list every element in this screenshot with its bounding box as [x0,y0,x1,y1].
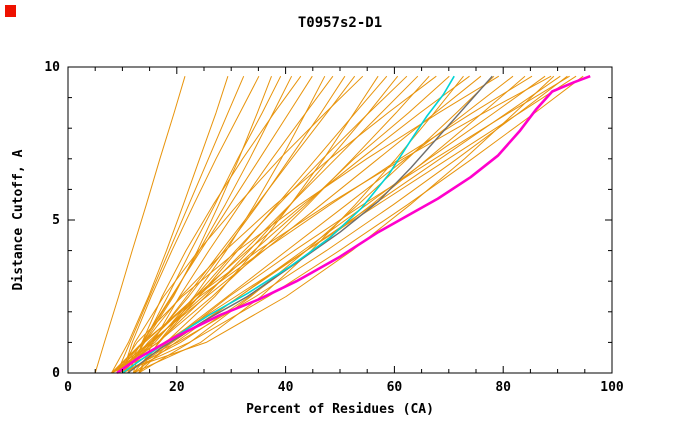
x-tick-label: 40 [278,380,294,395]
curve-model-2 [111,76,229,374]
curve-model-14 [121,75,364,374]
curve-model-18 [138,75,408,374]
x-axis-label: Percent of Residues (CA) [246,402,434,417]
x-tick-label: 80 [495,380,511,395]
curve-model-21 [127,75,437,374]
curve-model-37 [116,75,577,374]
curve-model-27 [116,75,500,374]
curve-model-1 [94,76,186,374]
axis-ticks [67,66,613,374]
curve-model-35 [111,75,568,374]
x-tick-label: 100 [600,380,624,395]
curve-model-30 [111,75,533,374]
x-tick-label: 20 [169,380,185,395]
x-tick-label: 60 [387,380,403,395]
curve-model-38 [122,75,584,374]
curve-model-4 [121,75,260,374]
axis-tick-labels: 0 20 40 60 80 100 0 5 10 [44,60,624,395]
x-tick-label: 0 [64,380,72,395]
y-tick-label: 0 [52,366,60,381]
curve-model-8 [132,75,302,374]
curve-model-26 [138,75,495,374]
curve-highlight-magenta [116,74,591,375]
curve-model-20 [111,75,430,374]
curve-model-3 [116,76,245,374]
curve-model-13 [127,75,356,374]
curve-model-31 [133,75,546,374]
curve-model-9 [121,75,313,374]
chart-title: T0957s2-D1 [298,15,382,31]
y-axis-label: Distance Cutoff, A [11,149,26,290]
curve-model-23 [133,75,464,374]
y-tick-label: 5 [52,213,60,228]
curve-model-32 [116,75,555,374]
y-tick-label: 10 [44,60,60,75]
corner-marker [5,5,16,17]
curve-model-17 [116,75,399,374]
curve-model-33 [121,75,552,374]
curve-model-24 [122,75,470,374]
plot-area [94,74,591,375]
curve-highlight-cyan [121,75,455,374]
curve-model-5 [111,76,272,374]
curve-highlight-gray [127,75,493,374]
curve-model-36 [138,75,570,374]
curve-model-29 [122,75,526,374]
